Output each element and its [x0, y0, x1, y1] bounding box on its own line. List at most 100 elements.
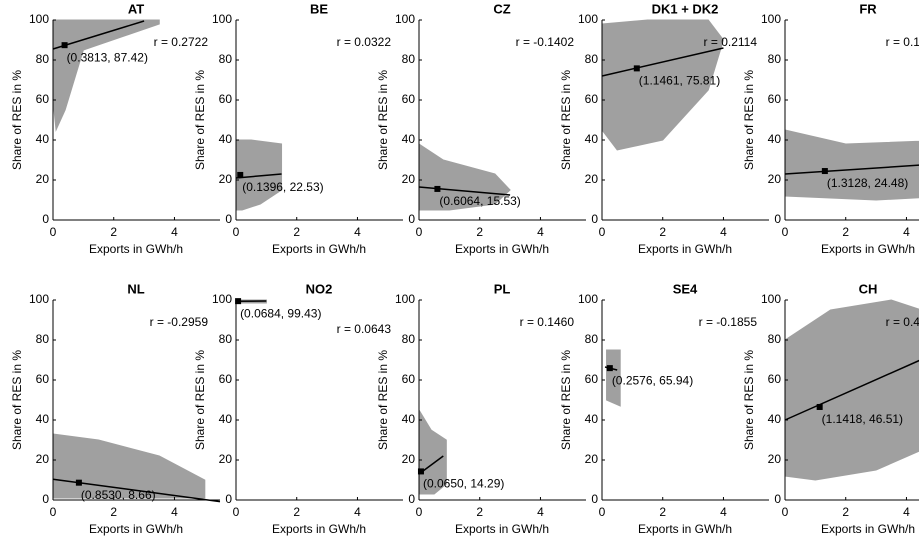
y-tick-label: 100 — [578, 12, 598, 26]
fit-line — [235, 173, 282, 179]
y-tick-label: 40 — [585, 412, 599, 426]
y-tick-label: 0 — [42, 492, 49, 506]
x-tick-label: 4 — [171, 505, 178, 519]
y-tick-label: 20 — [36, 172, 50, 186]
panel-title: AT — [128, 1, 144, 16]
x-tick-label: 0 — [416, 225, 423, 239]
x-tick-label: 2 — [110, 505, 117, 519]
y-tick-label: 60 — [768, 92, 782, 106]
fit-line — [52, 20, 145, 50]
point-label: (0.0650, 14.29) — [423, 477, 504, 491]
y-tick-label: 0 — [774, 212, 781, 226]
marker-point — [606, 365, 613, 372]
scatter-cloud — [606, 349, 621, 407]
y-axis-label: Share of RES in % — [193, 70, 207, 170]
y-tick-label: 0 — [408, 212, 415, 226]
x-tick-label: 4 — [903, 225, 910, 239]
y-tick-label: 80 — [402, 52, 416, 66]
marker-point — [633, 65, 640, 72]
y-tick-label: 40 — [402, 412, 416, 426]
y-tick-label: 40 — [36, 412, 50, 426]
y-tick-label: 40 — [219, 132, 233, 146]
x-axis-label: Exports in GWh/h — [638, 242, 732, 256]
x-tick-label: 2 — [476, 505, 483, 519]
r-value: r = 0.1460 — [520, 315, 575, 329]
marker-point — [816, 403, 823, 410]
y-axis-label: Share of RES in % — [193, 350, 207, 450]
scatter-cloud — [235, 139, 283, 211]
y-tick-label: 80 — [768, 52, 782, 66]
panel-title: NL — [127, 281, 144, 296]
x-tick-label: 4 — [720, 225, 727, 239]
x-tick-label: 4 — [537, 225, 544, 239]
marker-point — [61, 42, 68, 49]
y-tick-label: 0 — [225, 212, 232, 226]
y-tick-label: 60 — [402, 92, 416, 106]
y-tick-label: 100 — [578, 292, 598, 306]
y-axis-label: Share of RES in % — [10, 350, 24, 450]
y-tick-label: 0 — [408, 492, 415, 506]
y-tick-label: 80 — [219, 332, 233, 346]
y-tick-label: 60 — [585, 92, 599, 106]
marker-point — [821, 168, 828, 175]
y-tick-label: 0 — [42, 212, 49, 226]
x-tick-label: 0 — [233, 505, 240, 519]
x-tick-label: 2 — [476, 225, 483, 239]
marker-point — [75, 479, 82, 486]
y-tick-label: 40 — [768, 132, 782, 146]
y-axis-label: Share of RES in % — [559, 350, 573, 450]
y-tick-label: 20 — [768, 172, 782, 186]
y-tick-label: 0 — [591, 492, 598, 506]
x-tick-label: 4 — [903, 505, 910, 519]
fit-line — [784, 164, 919, 175]
panel-title: CH — [859, 281, 878, 296]
y-tick-label: 20 — [402, 172, 416, 186]
x-tick-label: 0 — [782, 225, 789, 239]
y-tick-label: 60 — [768, 372, 782, 386]
r-value: r = 0.0322 — [337, 35, 392, 49]
y-tick-label: 0 — [591, 212, 598, 226]
x-tick-label: 0 — [599, 225, 606, 239]
x-tick-label: 0 — [599, 505, 606, 519]
y-tick-label: 20 — [36, 452, 50, 466]
x-tick-label: 2 — [842, 225, 849, 239]
x-axis-label: Exports in GWh/h — [89, 522, 183, 536]
panel-title: FR — [859, 1, 877, 16]
x-tick-label: 0 — [50, 505, 57, 519]
fit-line — [784, 359, 919, 421]
x-tick-label: 4 — [537, 505, 544, 519]
marker-point — [434, 185, 441, 192]
r-value: r = 0.1946 — [886, 35, 919, 49]
fit-line — [601, 47, 724, 77]
x-tick-label: 2 — [110, 225, 117, 239]
x-tick-label: 2 — [293, 505, 300, 519]
y-tick-label: 100 — [395, 12, 415, 26]
r-value: r = -0.1855 — [699, 315, 758, 329]
r-value: r = 0.4058 — [886, 315, 919, 329]
marker-point — [237, 171, 244, 178]
y-tick-label: 100 — [761, 12, 781, 26]
y-axis-label: Share of RES in % — [742, 70, 756, 170]
panel-title: PL — [494, 281, 511, 296]
y-tick-label: 80 — [36, 332, 50, 346]
y-tick-label: 20 — [585, 172, 599, 186]
r-value: r = 0.2114 — [704, 35, 758, 49]
y-tick-label: 20 — [402, 452, 416, 466]
y-tick-label: 100 — [212, 12, 232, 26]
y-tick-label: 40 — [585, 132, 599, 146]
y-tick-label: 80 — [768, 332, 782, 346]
x-tick-label: 4 — [354, 505, 361, 519]
r-value: r = -0.1402 — [516, 35, 575, 49]
point-label: (0.3813, 87.42) — [67, 50, 148, 64]
x-tick-label: 2 — [842, 505, 849, 519]
panel-title: DK1 + DK2 — [652, 1, 719, 16]
panel-title: CZ — [493, 1, 510, 16]
r-value: r = 0.0643 — [337, 322, 392, 336]
r-value: r = -0.2959 — [150, 315, 209, 329]
y-tick-label: 80 — [402, 332, 416, 346]
scatter-cloud — [601, 19, 725, 151]
point-label: (1.1418, 46.51) — [822, 412, 903, 426]
x-axis-label: Exports in GWh/h — [455, 242, 549, 256]
x-axis-label: Exports in GWh/h — [821, 242, 915, 256]
